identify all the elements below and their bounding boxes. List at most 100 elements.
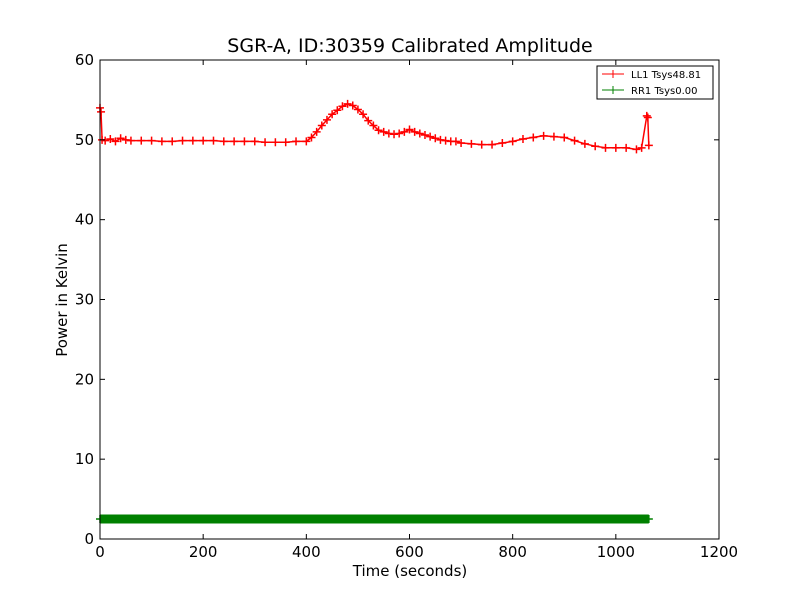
data-point-ll1 — [333, 106, 342, 115]
data-point-ll1 — [477, 140, 486, 149]
x-tick-label: 600 — [395, 543, 424, 561]
x-tick-label: 1000 — [597, 543, 635, 561]
data-point-ll1 — [281, 138, 290, 147]
data-point-rr1 — [147, 515, 156, 524]
data-point-rr1 — [611, 515, 620, 524]
data-point-ll1 — [343, 99, 352, 108]
data-point-ll1 — [570, 136, 579, 145]
data-point-ll1 — [106, 135, 115, 144]
data-point-ll1 — [518, 135, 527, 144]
data-point-ll1 — [539, 131, 548, 140]
data-point-ll1 — [219, 137, 228, 146]
data-point-ll1 — [467, 139, 476, 148]
data-point-ll1 — [611, 143, 620, 152]
data-point-ll1 — [126, 136, 135, 145]
data-point-ll1 — [374, 126, 383, 135]
data-point-ll1 — [379, 127, 388, 136]
data-point-ll1 — [338, 102, 347, 111]
data-point-ll1 — [199, 136, 208, 145]
data-point-ll1 — [116, 134, 125, 143]
data-point-ll1 — [420, 131, 429, 140]
data-point-rr1 — [508, 515, 517, 524]
data-point-rr1 — [199, 515, 208, 524]
tick-layer: 0 200 400 600 800 1000 1200 0 10 20 30 40 50 60 — [75, 51, 738, 561]
data-point-ll1 — [431, 134, 440, 143]
data-point-ll1 — [560, 133, 569, 142]
data-point-ll1 — [348, 101, 357, 110]
series-layer — [96, 99, 653, 524]
data-point-ll1 — [250, 137, 259, 146]
data-point-ll1 — [644, 141, 653, 150]
data-point-ll1 — [230, 137, 239, 146]
data-point-ll1 — [591, 142, 600, 151]
data-point-ll1 — [637, 143, 646, 152]
data-point-rr1 — [457, 515, 466, 524]
data-point-ll1 — [209, 136, 218, 145]
x-tick-label: 1200 — [700, 543, 738, 561]
x-tick-label: 800 — [498, 543, 527, 561]
data-point-ll1 — [307, 133, 316, 142]
data-point-ll1 — [97, 107, 106, 116]
data-point-rr1 — [250, 515, 259, 524]
plot-frame — [99, 59, 720, 540]
data-point-ll1 — [364, 116, 373, 125]
data-point-ll1 — [451, 137, 460, 146]
y-axis-label: Power in Kelvin — [53, 243, 71, 357]
data-point-ll1 — [101, 136, 110, 145]
data-point-ll1 — [622, 143, 631, 152]
data-point-ll1 — [359, 110, 368, 119]
data-point-rr1 — [353, 515, 362, 524]
data-point-ll1 — [390, 130, 399, 139]
data-point-ll1 — [168, 137, 177, 146]
data-point-ll1 — [441, 136, 450, 145]
data-point-ll1 — [436, 135, 445, 144]
legend: LL1 Tsys48.81 RR1 Tsys0.00 — [596, 65, 714, 100]
data-point-ll1 — [292, 137, 301, 146]
data-point-ll1 — [384, 129, 393, 138]
x-axis-label: Time (seconds) — [352, 562, 468, 580]
data-point-ll1 — [322, 115, 331, 124]
data-point-ll1 — [157, 137, 166, 146]
data-point-ll1 — [508, 137, 517, 146]
data-point-ll1 — [147, 136, 156, 145]
data-point-ll1 — [188, 136, 197, 145]
data-point-ll1 — [488, 140, 497, 149]
data-point-ll1 — [395, 129, 404, 138]
x-tick-label: 200 — [189, 543, 218, 561]
data-point-ll1 — [137, 136, 146, 145]
y-tick-label: 60 — [75, 51, 94, 69]
data-point-ll1 — [498, 139, 507, 148]
data-point-ll1 — [178, 136, 187, 145]
data-point-ll1 — [111, 137, 120, 146]
data-point-ll1 — [529, 133, 538, 142]
data-point-ll1 — [415, 129, 424, 138]
data-point-ll1 — [580, 139, 589, 148]
y-tick-label: 20 — [75, 370, 94, 388]
y-tick-label: 0 — [84, 530, 94, 548]
data-point-ll1 — [353, 105, 362, 114]
data-point-ll1 — [549, 132, 558, 141]
legend-box — [596, 65, 714, 100]
legend-label-ll1: LL1 Tsys48.81 — [631, 70, 701, 81]
data-point-ll1 — [632, 145, 641, 154]
y-tick-label: 40 — [75, 211, 94, 229]
data-point-ll1 — [642, 111, 651, 120]
data-point-ll1 — [271, 138, 280, 147]
data-point-ll1 — [302, 137, 311, 146]
chart-title: SGR-A, ID:30359 Calibrated Amplitude — [227, 35, 592, 57]
legend-label-rr1: RR1 Tsys0.00 — [631, 86, 698, 97]
y-tick-label: 30 — [75, 291, 94, 309]
data-point-ll1 — [400, 127, 409, 136]
x-tick-label: 0 — [95, 543, 105, 561]
y-tick-label: 50 — [75, 131, 94, 149]
data-point-ll1 — [457, 139, 466, 148]
data-point-ll1 — [601, 143, 610, 152]
data-point-ll1 — [643, 113, 652, 122]
data-point-rr1 — [405, 515, 414, 524]
data-point-ll1 — [328, 110, 337, 119]
data-point-ll1 — [261, 138, 270, 147]
legend-marker-rr1 — [609, 86, 617, 94]
data-point-ll1 — [317, 121, 326, 130]
data-point-rr1 — [644, 515, 653, 524]
